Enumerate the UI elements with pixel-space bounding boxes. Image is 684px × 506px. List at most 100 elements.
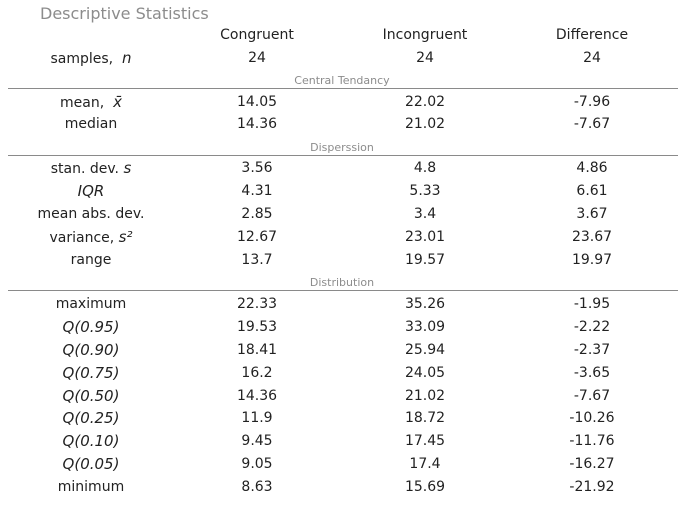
row-label: maximum	[55, 296, 127, 312]
table-row-q010: Q(0.10) 9.45 17.45 -11.76	[0, 431, 684, 451]
row-label-text: samples,	[50, 51, 114, 67]
table-row-mean-abs-dev: mean abs. dev. 2.85 3.4 3.67	[0, 204, 684, 224]
cell-difference: 6.61	[576, 183, 608, 199]
stats-title: Descriptive Statistics	[40, 4, 209, 23]
table-row-q095: Q(0.95) 19.53 33.09 -2.22	[0, 317, 684, 337]
section-divider	[8, 155, 678, 156]
row-label: Q(0.25)	[11, 408, 171, 429]
cell-difference: 19.97	[571, 252, 613, 268]
cell-congruent: 2.85	[241, 206, 273, 222]
cell-difference: 3.67	[576, 206, 608, 222]
cell-difference: 4.86	[576, 160, 608, 176]
table-row-samples: samples, n 24 24 24	[0, 48, 684, 68]
row-label-symbol: s	[123, 159, 132, 177]
cell-congruent: 22.33	[236, 296, 278, 312]
row-label-text: stan. dev.	[50, 161, 119, 177]
row-label: median	[64, 116, 118, 132]
row-label: Q(0.95)	[11, 317, 171, 338]
cell-congruent: 14.36	[236, 116, 278, 132]
row-label-symbol: IQR	[77, 182, 105, 200]
cell-incongruent: 3.4	[413, 206, 437, 222]
column-header-congruent: Congruent	[220, 27, 294, 43]
table-row-q075: Q(0.75) 16.2 24.05 -3.65	[0, 363, 684, 383]
row-label: variance, s²	[11, 227, 171, 248]
table-row-iqr: IQR 4.31 5.33 6.61	[0, 181, 684, 201]
row-label-symbol: Q(0.50)	[62, 387, 120, 405]
cell-congruent: 11.9	[241, 410, 273, 426]
cell-incongruent: 4.8	[413, 160, 437, 176]
column-header-difference: Difference	[555, 27, 629, 43]
cell-congruent: 14.05	[236, 94, 278, 110]
row-label-symbol: n	[122, 49, 132, 67]
row-label-symbol: x̄	[113, 93, 122, 111]
cell-difference: -1.95	[573, 296, 611, 312]
section-label-central-tendancy: Central Tendancy	[294, 74, 390, 87]
section-divider	[8, 290, 678, 291]
table-row-q005: Q(0.05) 9.05 17.4 -16.27	[0, 454, 684, 474]
row-label-symbol: Q(0.05)	[62, 455, 120, 473]
cell-incongruent: 21.02	[404, 116, 446, 132]
cell-difference: 24	[583, 50, 601, 66]
cell-difference: -16.27	[569, 456, 615, 472]
cell-difference: -7.67	[573, 116, 611, 132]
table-row-q050: Q(0.50) 14.36 21.02 -7.67	[0, 386, 684, 406]
section-divider	[8, 88, 678, 89]
cell-congruent: 9.05	[241, 456, 273, 472]
row-label-symbol: Q(0.75)	[62, 364, 120, 382]
cell-difference: -3.65	[573, 365, 611, 381]
cell-congruent: 16.2	[241, 365, 273, 381]
row-label: mean, x̄	[11, 92, 171, 113]
cell-congruent: 14.36	[236, 388, 278, 404]
cell-incongruent: 35.26	[404, 296, 446, 312]
cell-congruent: 3.56	[241, 160, 273, 176]
cell-incongruent: 23.01	[404, 229, 446, 245]
cell-difference: -7.67	[573, 388, 611, 404]
row-label-symbol: Q(0.95)	[62, 318, 120, 336]
cell-congruent: 19.53	[236, 319, 278, 335]
row-label: minimum	[57, 479, 125, 495]
row-label: samples, n	[11, 48, 171, 69]
cell-incongruent: 21.02	[404, 388, 446, 404]
cell-difference: 23.67	[571, 229, 613, 245]
row-label: IQR	[11, 181, 171, 202]
cell-incongruent: 33.09	[404, 319, 446, 335]
cell-incongruent: 24.05	[404, 365, 446, 381]
cell-incongruent: 24	[416, 50, 434, 66]
cell-congruent: 8.63	[241, 479, 273, 495]
row-label: range	[70, 252, 112, 268]
cell-congruent: 9.45	[241, 433, 273, 449]
cell-incongruent: 5.33	[409, 183, 441, 199]
cell-incongruent: 17.4	[409, 456, 441, 472]
cell-incongruent: 15.69	[404, 479, 446, 495]
cell-difference: -2.37	[573, 342, 611, 358]
table-row-median: median 14.36 21.02 -7.67	[0, 114, 684, 134]
cell-difference: -10.26	[569, 410, 615, 426]
table-row-minimum: minimum 8.63 15.69 -21.92	[0, 477, 684, 497]
cell-congruent: 13.7	[241, 252, 273, 268]
row-label-symbol: s²	[118, 228, 133, 246]
cell-difference: -21.92	[569, 479, 615, 495]
cell-incongruent: 19.57	[404, 252, 446, 268]
section-label-disperssion: Disperssion	[310, 141, 374, 154]
row-label: Q(0.75)	[11, 363, 171, 384]
cell-difference: -2.22	[573, 319, 611, 335]
table-row-range: range 13.7 19.57 19.97	[0, 250, 684, 270]
cell-congruent: 4.31	[241, 183, 273, 199]
row-label: Q(0.50)	[11, 386, 171, 407]
table-row-stan-dev: stan. dev. s 3.56 4.8 4.86	[0, 158, 684, 178]
row-label-symbol: Q(0.25)	[62, 409, 120, 427]
row-label: stan. dev. s	[11, 158, 171, 179]
cell-difference: -7.96	[573, 94, 611, 110]
row-label-text: mean,	[60, 95, 105, 111]
cell-difference: -11.76	[569, 433, 615, 449]
table-row-mean: mean, x̄ 14.05 22.02 -7.96	[0, 92, 684, 112]
cell-congruent: 24	[248, 50, 266, 66]
column-header-row: Congruent Incongruent Difference	[0, 25, 684, 45]
cell-incongruent: 22.02	[404, 94, 446, 110]
table-row-maximum: maximum 22.33 35.26 -1.95	[0, 294, 684, 314]
row-label-text: variance,	[49, 230, 115, 246]
row-label-symbol: Q(0.90)	[62, 341, 120, 359]
table-row-q025: Q(0.25) 11.9 18.72 -10.26	[0, 408, 684, 428]
row-label: Q(0.10)	[11, 431, 171, 452]
row-label: mean abs. dev.	[37, 206, 145, 222]
